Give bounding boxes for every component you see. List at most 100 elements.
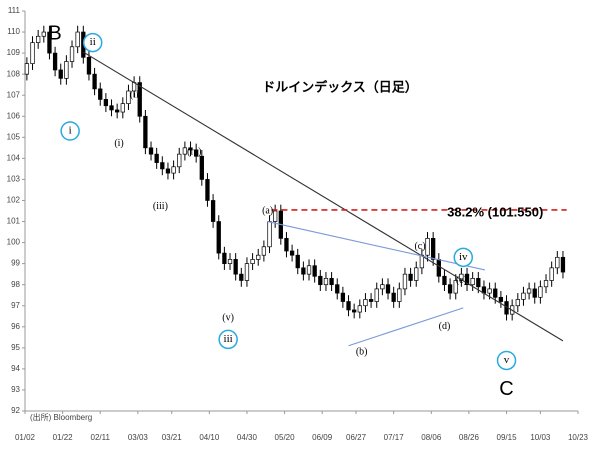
candle-body [368, 299, 374, 302]
wave-label: C [499, 378, 513, 400]
candle-body [273, 210, 278, 222]
y-tick-label: 105 [7, 132, 21, 141]
y-tick-label: 110 [7, 27, 20, 36]
y-tick-label: 94 [11, 364, 20, 373]
level-label: 38.2% (101.550) [447, 205, 543, 220]
x-tick-label: 03/03 [128, 433, 149, 442]
candle-body [36, 35, 41, 43]
candle-body [397, 288, 402, 302]
candle-body [408, 273, 413, 281]
candle-body [431, 238, 436, 260]
candle-body [487, 288, 492, 294]
x-tick-label: 10/23 [568, 433, 589, 442]
wave-label: (e) [456, 275, 467, 286]
candle-body [391, 292, 396, 302]
candle-body [447, 284, 453, 294]
candle-body [363, 299, 368, 307]
candle-body [380, 284, 385, 290]
candle-body [182, 147, 188, 155]
x-tick-label: 10/03 [530, 433, 551, 442]
x-tick-label: 03/21 [162, 433, 183, 442]
candle-body [549, 267, 554, 281]
candle-body [239, 273, 244, 281]
candle-body [352, 309, 357, 313]
candle-body [250, 259, 255, 264]
candle-body [177, 153, 182, 168]
y-tick-label: 97 [11, 301, 20, 310]
candle-body [414, 267, 419, 281]
trend-line [348, 307, 464, 347]
wave-label: v [504, 354, 510, 366]
x-tick-label: 06/09 [312, 433, 333, 442]
candle-body [154, 153, 159, 163]
wave-label: (c) [414, 241, 425, 252]
candle-body [560, 256, 566, 273]
y-tick-label: 102 [7, 196, 21, 205]
wave-label: iii [224, 333, 233, 345]
x-tick-label: 06/27 [346, 433, 367, 442]
candle-body [402, 273, 408, 290]
candle-body [148, 147, 154, 155]
candle-body [284, 238, 289, 252]
y-tick-label: 111 [8, 6, 21, 15]
candle-body [165, 168, 171, 174]
candle-body [543, 280, 549, 288]
y-tick-label: 93 [11, 385, 20, 394]
candle-body [436, 259, 441, 277]
candle-body [103, 99, 109, 107]
candle-body [295, 254, 300, 269]
x-tick-label: 09/15 [497, 433, 518, 442]
candle-body [318, 275, 323, 286]
x-tick-label: 08/26 [459, 433, 480, 442]
candle-body [171, 166, 176, 174]
candle-body [115, 109, 120, 113]
candle-body [476, 278, 481, 288]
candle-body [464, 273, 470, 286]
candle-body [312, 265, 317, 277]
candle-body [453, 280, 458, 294]
y-tick-label: 107 [7, 90, 21, 99]
candle-body [329, 278, 334, 286]
candle-body [244, 263, 250, 281]
candle-body [340, 292, 346, 302]
candle-body [47, 31, 52, 54]
candle-body [109, 105, 114, 111]
source-note: (出所) Bloomberg [30, 412, 92, 422]
wave-circle [496, 350, 517, 371]
candle-body [126, 90, 131, 104]
candle-body [41, 31, 46, 37]
candle-body [216, 221, 221, 254]
x-tick-label: 01/22 [53, 433, 74, 442]
candle-body [346, 301, 351, 311]
y-tick-label: 109 [7, 48, 21, 57]
x-tick-label: 01/02 [15, 433, 36, 442]
candle-body [493, 288, 498, 298]
y-tick-label: 99 [11, 259, 20, 268]
x-tick-label: 08/06 [421, 433, 442, 442]
y-tick-label: 95 [11, 343, 20, 352]
candle-body [521, 292, 526, 300]
y-tick-label: 96 [11, 322, 20, 331]
wave-circle [218, 329, 238, 350]
candle-body [526, 288, 532, 294]
candle-body [256, 254, 261, 260]
wave-circle [82, 32, 103, 53]
candle-body [323, 278, 329, 286]
candle-body [24, 63, 30, 75]
candle-body [75, 31, 80, 48]
wave-circle [60, 121, 80, 141]
y-tick-label: 92 [11, 406, 20, 415]
candle-body [538, 286, 543, 298]
candle-body [160, 162, 165, 170]
candle-body [222, 252, 227, 264]
x-tick-label: 04/30 [237, 433, 258, 442]
candle-body [64, 61, 69, 79]
y-tick-label: 103 [7, 175, 21, 184]
candle-body [555, 256, 560, 269]
candle-body [194, 149, 199, 157]
wave-label: (d) [439, 321, 451, 332]
y-tick-label: 100 [7, 238, 21, 247]
candle-body [532, 288, 537, 298]
candle-body [233, 259, 238, 275]
